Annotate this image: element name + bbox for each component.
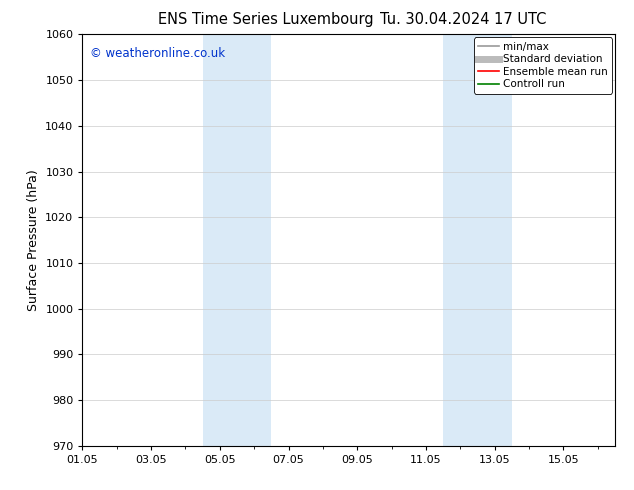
Text: ENS Time Series Luxembourg: ENS Time Series Luxembourg: [158, 12, 374, 27]
Text: Tu. 30.04.2024 17 UTC: Tu. 30.04.2024 17 UTC: [380, 12, 546, 27]
Y-axis label: Surface Pressure (hPa): Surface Pressure (hPa): [27, 169, 40, 311]
Text: © weatheronline.co.uk: © weatheronline.co.uk: [91, 47, 226, 60]
Legend: min/max, Standard deviation, Ensemble mean run, Controll run: min/max, Standard deviation, Ensemble me…: [474, 37, 612, 94]
Bar: [203, 34, 271, 446]
Bar: [443, 34, 512, 446]
